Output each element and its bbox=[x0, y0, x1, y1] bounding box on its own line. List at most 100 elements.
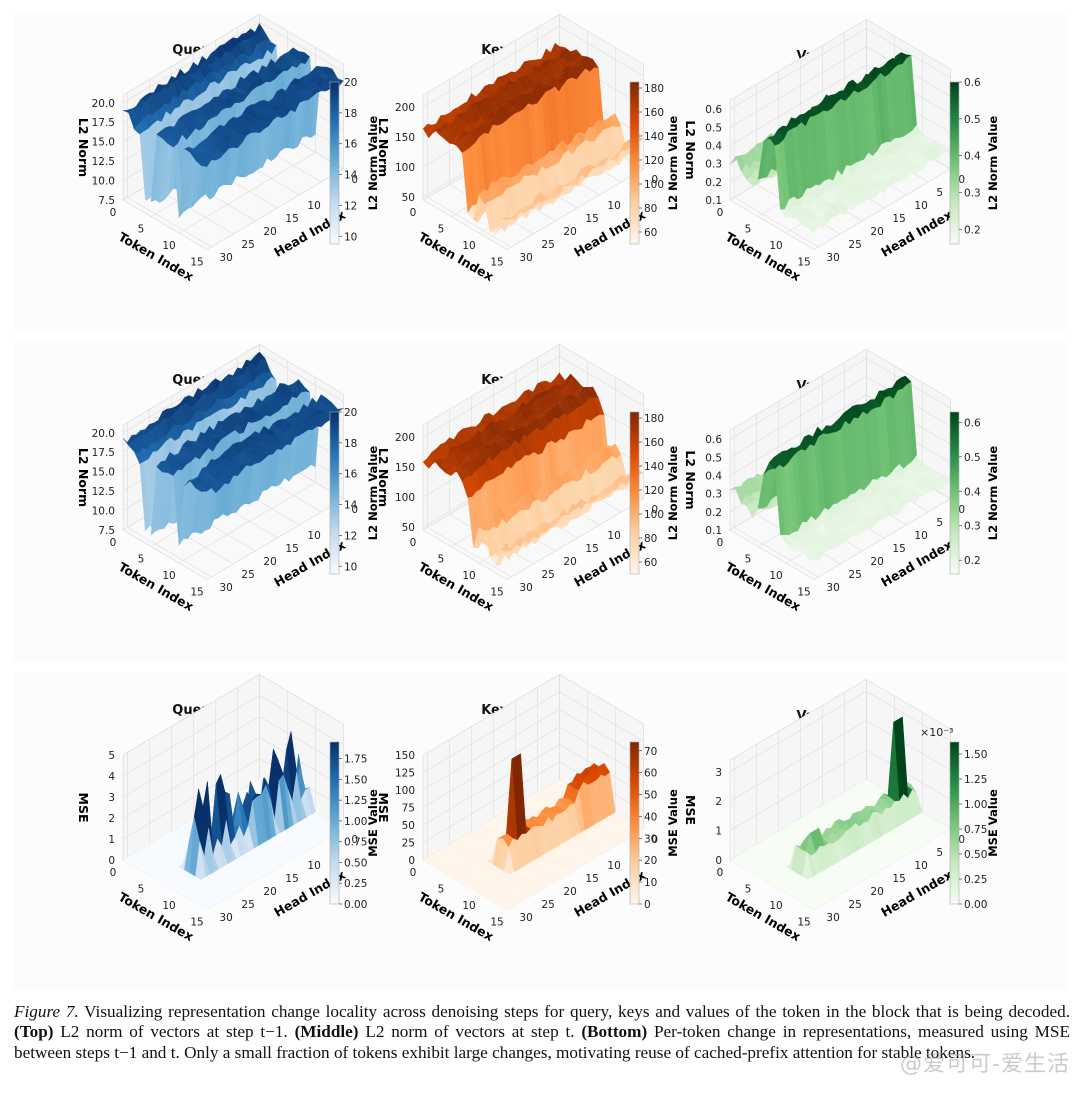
colorbar-tick-label: 160 bbox=[644, 437, 664, 449]
colorbar-tick-label: 0.75 bbox=[344, 837, 367, 849]
colorbar-tick-label: 60 bbox=[644, 227, 657, 239]
y-tick-label: 25 bbox=[541, 569, 554, 581]
surface-facet bbox=[808, 555, 819, 562]
y-tick-label: 15 bbox=[585, 543, 598, 555]
x-tick-label: 10 bbox=[462, 570, 475, 582]
colorbar-tick-label: 10 bbox=[344, 231, 357, 243]
z-tick-label: 0.5 bbox=[705, 452, 722, 464]
z-tick-label: 20.0 bbox=[92, 98, 115, 110]
colorbar-gradient bbox=[629, 741, 640, 905]
y-tick-label: 30 bbox=[826, 912, 839, 924]
surface-facet bbox=[808, 226, 819, 234]
colorbar-tick-label: 0.2 bbox=[964, 224, 981, 236]
x-axis-label: Token Index bbox=[416, 229, 496, 284]
z-axis-label: L2 Norm bbox=[683, 450, 698, 509]
colorbar-tick-label: 0.3 bbox=[964, 187, 981, 199]
colorbar-tick-label: 100 bbox=[644, 509, 664, 521]
colorbar-label: MSE Value bbox=[666, 789, 680, 857]
z-tick-label: 150 bbox=[395, 750, 415, 762]
colorbar-tick-label: 1.00 bbox=[344, 816, 367, 828]
colorbar-gradient bbox=[949, 411, 960, 575]
x-axis-label: Token Index bbox=[416, 559, 496, 614]
surface-plot-svg: Key (K)025507510012515005101505101520253… bbox=[376, 673, 680, 944]
y-tick-label: 15 bbox=[285, 213, 298, 225]
surface bbox=[122, 731, 344, 910]
surface bbox=[122, 351, 344, 546]
y-tick-label: 30 bbox=[519, 252, 532, 264]
surface-facet bbox=[500, 217, 512, 221]
caption-middle-label: (Middle) bbox=[294, 1022, 359, 1042]
x-tick-label: 15 bbox=[797, 257, 810, 269]
y-tick-label: 25 bbox=[848, 239, 861, 251]
z-tick-label: 20.0 bbox=[92, 428, 115, 440]
colorbar-tick-label: 16 bbox=[344, 139, 358, 151]
colorbar-tick-label: 140 bbox=[644, 461, 664, 473]
x-tick-label: 0 bbox=[110, 537, 117, 549]
colorbar-tick-label: 18 bbox=[344, 108, 357, 120]
x-tick-label: 10 bbox=[769, 570, 782, 582]
y-tick-label: 0 bbox=[958, 834, 965, 846]
x-tick-label: 5 bbox=[438, 224, 445, 236]
colorbar-gradient bbox=[949, 81, 960, 245]
y-tick-label: 0 bbox=[351, 174, 358, 186]
z-tick-label: 75 bbox=[402, 803, 415, 815]
y-tick-label: 20 bbox=[263, 226, 276, 238]
tick-labels: 7.510.012.515.017.520.005101505101520253… bbox=[92, 428, 358, 599]
surface-plot-svg: Value (V)0.10.20.30.40.50.60510150510152… bbox=[683, 348, 1000, 614]
colorbar-offset-label: ×10⁻³ bbox=[920, 726, 953, 739]
y-tick-label: 25 bbox=[848, 899, 861, 911]
surface-plot-svg: Key (K)50100150200051015051015202530Toke… bbox=[376, 13, 680, 284]
y-tick-label: 20 bbox=[263, 886, 276, 898]
colorbar-tick-label: 80 bbox=[644, 203, 657, 215]
z-tick-label: 0 bbox=[715, 855, 722, 867]
z-axis-label: L2 Norm bbox=[376, 118, 391, 177]
y-tick-label: 10 bbox=[307, 200, 320, 212]
z-tick-label: 4 bbox=[108, 771, 115, 783]
z-tick-label: 0.4 bbox=[705, 140, 722, 152]
colorbar-label: L2 Norm Value bbox=[366, 116, 380, 211]
colorbar-gradient bbox=[329, 81, 340, 245]
subplot-middle-query: Query (Q)7.510.012.515.017.520.005101505… bbox=[68, 343, 398, 670]
colorbar-tick-label: 0.3 bbox=[964, 521, 981, 533]
x-tick-label: 15 bbox=[490, 917, 503, 929]
z-tick-label: 15.0 bbox=[92, 467, 115, 479]
surface bbox=[729, 716, 951, 910]
colorbar-label: MSE Value bbox=[986, 789, 1000, 857]
z-tick-label: 0.1 bbox=[705, 195, 722, 207]
y-tick-label: 15 bbox=[585, 213, 598, 225]
z-tick-label: 17.5 bbox=[92, 447, 115, 459]
z-tick-label: 50 bbox=[402, 192, 415, 204]
x-tick-label: 0 bbox=[717, 537, 724, 549]
z-tick-label: 50 bbox=[402, 820, 415, 832]
caption-bottom-label: (Bottom) bbox=[581, 1022, 648, 1042]
x-tick-label: 0 bbox=[717, 207, 724, 219]
subplot-bottom-query: Query (Q)012345051015051015202530Token I… bbox=[68, 673, 398, 1000]
caption-top-label: (Top) bbox=[14, 1022, 54, 1042]
y-tick-label: 25 bbox=[241, 569, 254, 581]
x-tick-label: 15 bbox=[190, 257, 203, 269]
z-axis-label: L2 Norm bbox=[76, 118, 91, 177]
z-axis-label: L2 Norm bbox=[683, 120, 698, 179]
colorbar-tick-label: 1.25 bbox=[344, 795, 367, 807]
colorbar-label: L2 Norm Value bbox=[666, 446, 680, 541]
z-tick-label: 100 bbox=[395, 162, 415, 174]
y-tick-label: 25 bbox=[241, 899, 254, 911]
surface-plot-svg: Query (Q)012345051015051015202530Token I… bbox=[76, 673, 380, 944]
colorbar-tick-label: 70 bbox=[644, 746, 657, 758]
colorbar-tick-label: 0.6 bbox=[964, 417, 981, 429]
watermark: @爱可可-爱生活 bbox=[900, 1052, 1070, 1077]
surface-facet bbox=[501, 543, 512, 552]
x-tick-label: 15 bbox=[190, 587, 203, 599]
colorbar-tick-label: 18 bbox=[344, 438, 357, 450]
colorbar-tick-label: 20 bbox=[344, 77, 357, 89]
colorbar-tick-label: 0.5 bbox=[964, 114, 981, 126]
z-tick-label: 125 bbox=[395, 768, 415, 780]
colorbar-tick-label: 60 bbox=[644, 557, 657, 569]
x-tick-label: 5 bbox=[438, 884, 445, 896]
z-tick-label: 100 bbox=[395, 492, 415, 504]
x-axis-label: Token Index bbox=[116, 229, 196, 284]
y-axis-label: Head Index bbox=[878, 537, 955, 590]
